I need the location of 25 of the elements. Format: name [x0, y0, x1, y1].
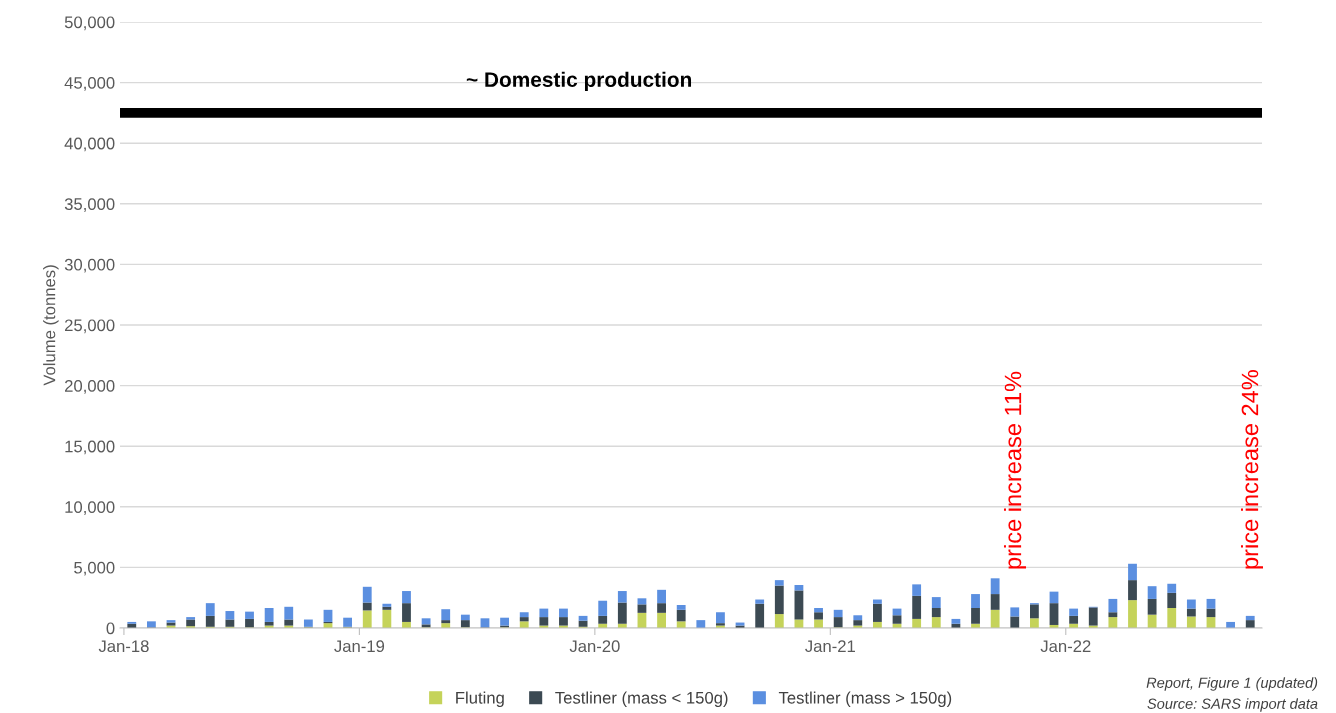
y-tick-label: 45,000	[64, 77, 115, 91]
legend-label: Testliner (mass > 150g)	[778, 691, 952, 708]
y-tick-label: 35,000	[64, 198, 115, 212]
y-tick-label: 50,000	[64, 16, 115, 31]
y-tick-label: 0	[106, 622, 115, 635]
y-tick-label: 5,000	[74, 561, 115, 576]
annotation: price increase 11%	[1003, 371, 1027, 569]
annotation: price increase 24%	[1240, 370, 1264, 569]
x-tick-label: Jan-20	[569, 640, 620, 653]
y-tick-label: 30,000	[64, 258, 115, 273]
y-tick-label: 10,000	[65, 501, 115, 515]
x-tick-label: Jan-19	[334, 640, 385, 653]
x-tick-label: Jan-21	[805, 640, 855, 653]
legend-label: Fluting	[456, 691, 504, 708]
source-note: Source: SARS import data	[1147, 698, 1318, 712]
legend-label: Testliner (mass < 150g)	[555, 691, 728, 708]
y-tick-label: 20,000	[65, 380, 115, 394]
text: Report, Figure 1 (updated)	[1146, 677, 1318, 691]
y-tick-label: 25,000	[65, 319, 115, 334]
y-axis-title: Volume (tonnes)	[43, 265, 59, 386]
y-tick-label: 15,000	[65, 440, 115, 455]
x-tick-label: Jan-18	[98, 640, 149, 653]
y-tick-label: 40,000	[64, 137, 115, 152]
x-tick-label: Jan-22	[1040, 640, 1091, 653]
ref-line-label: ~ Domestic production	[466, 71, 692, 92]
